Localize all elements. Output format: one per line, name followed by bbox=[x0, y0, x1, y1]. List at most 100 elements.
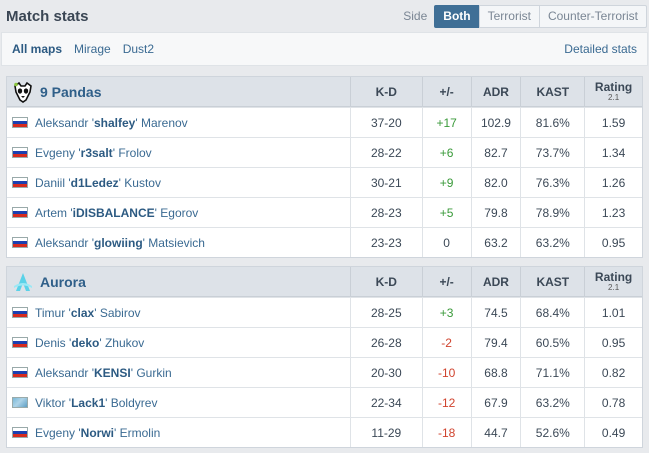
adr-cell: 79.4 bbox=[470, 328, 521, 357]
adr-cell: 63.2 bbox=[470, 228, 521, 257]
player-name-link[interactable]: Aleksandr 'KENSI' Gurkin bbox=[35, 366, 172, 380]
player-nickname: clax bbox=[70, 305, 95, 320]
russia-flag-icon bbox=[12, 117, 28, 128]
kd-cell: 28-25 bbox=[349, 298, 422, 327]
team-header-row: Aurora K-D +/- ADR KAST Rating 2.1 bbox=[7, 267, 642, 297]
plus-minus-cell: +9 bbox=[421, 168, 471, 197]
rating-header: Rating 2.1 bbox=[584, 77, 642, 106]
player-name-link[interactable]: Artem 'iDISBALANCE' Egorov bbox=[35, 206, 198, 220]
player-last-name: ' Frolov bbox=[112, 145, 152, 160]
table-row: Evgeny 'r3salt' Frolov 28-22 +6 82.7 73.7% 1.… bbox=[7, 137, 642, 167]
adr-cell: 44.7 bbox=[470, 418, 521, 447]
player-last-name: ' Kustov bbox=[118, 175, 161, 190]
adr-cell: 82.0 bbox=[470, 168, 521, 197]
rating-cell: 1.59 bbox=[584, 108, 642, 137]
adr-cell: 68.8 bbox=[470, 358, 521, 387]
kd-header: K-D bbox=[349, 77, 422, 106]
player-first-name: Aleksandr ' bbox=[35, 365, 94, 380]
player-last-name: ' Marenov bbox=[135, 115, 188, 130]
adr-cell: 79.8 bbox=[470, 198, 521, 227]
player-first-name: Daniil ' bbox=[35, 175, 71, 190]
rating-header-label: Rating bbox=[594, 80, 633, 94]
map-all-maps-link[interactable]: All maps bbox=[12, 42, 63, 56]
player-cell: Aleksandr 'KENSI' Gurkin bbox=[7, 358, 350, 387]
player-first-name: Evgeny ' bbox=[35, 145, 81, 160]
kast-cell: 78.9% bbox=[520, 198, 584, 227]
player-cell: Viktor 'Lack1' Boldyrev bbox=[7, 388, 350, 417]
plus-minus-cell: -12 bbox=[421, 388, 471, 417]
page-title: Match stats bbox=[6, 7, 89, 25]
player-first-name: Timur ' bbox=[35, 305, 71, 320]
player-last-name: ' Ermolin bbox=[114, 425, 161, 440]
player-name-link[interactable]: Aleksandr 'shalfey' Marenov bbox=[35, 116, 188, 130]
plus-minus-header: +/- bbox=[421, 77, 471, 106]
russia-flag-icon bbox=[12, 337, 28, 348]
adr-cell: 74.5 bbox=[470, 298, 521, 327]
kd-cell: 28-23 bbox=[349, 198, 422, 227]
player-first-name: Denis ' bbox=[35, 335, 72, 350]
kazakhstan-flag-icon bbox=[12, 397, 28, 408]
player-cell: Timur 'clax' Sabirov bbox=[7, 298, 350, 327]
player-cell: Denis 'deko' Zhukov bbox=[7, 328, 350, 357]
kd-header: K-D bbox=[349, 267, 422, 296]
rating-cell: 0.49 bbox=[584, 418, 642, 447]
side-ct-button[interactable]: Counter-Terrorist bbox=[538, 4, 647, 28]
team-stats-table: 9 Pandas K-D +/- ADR KAST Rating 2.1 Ale… bbox=[6, 76, 643, 258]
plus-minus-header: +/- bbox=[421, 267, 471, 296]
plus-minus-cell: -18 bbox=[421, 418, 471, 447]
rating-version-label: 2.1 bbox=[608, 283, 620, 292]
team-header-row: 9 Pandas K-D +/- ADR KAST Rating 2.1 bbox=[7, 77, 642, 107]
rating-header-label: Rating bbox=[594, 270, 633, 284]
player-nickname: r3salt bbox=[80, 145, 113, 160]
player-name-link[interactable]: Evgeny 'r3salt' Frolov bbox=[35, 146, 152, 160]
table-row: Daniil 'd1Ledez' Kustov 30-21 +9 82.0 76.3% 1… bbox=[7, 167, 642, 197]
player-cell: Evgeny 'Norwi' Ermolin bbox=[7, 418, 350, 447]
map-filter-bar: All maps Mirage Dust2 Detailed stats bbox=[1, 32, 648, 66]
detailed-stats-link[interactable]: Detailed stats bbox=[564, 42, 637, 56]
player-last-name: ' Sabirov bbox=[94, 305, 141, 320]
team-name[interactable]: 9 Pandas bbox=[40, 83, 102, 100]
kast-header: KAST bbox=[520, 77, 584, 106]
kast-cell: 68.4% bbox=[520, 298, 584, 327]
plus-minus-cell: -10 bbox=[421, 358, 471, 387]
table-row: Evgeny 'Norwi' Ermolin 11-29 -18 44.7 52.6% 0… bbox=[7, 417, 642, 447]
player-name-link[interactable]: Aleksandr 'glowiing' Matsievich bbox=[35, 236, 205, 250]
plus-minus-cell: +6 bbox=[421, 138, 471, 167]
kd-cell: 28-22 bbox=[349, 138, 422, 167]
panda-logo-icon bbox=[12, 81, 34, 103]
russia-flag-icon bbox=[12, 147, 28, 158]
player-cell: Evgeny 'r3salt' Frolov bbox=[7, 138, 350, 167]
player-name-link[interactable]: Timur 'clax' Sabirov bbox=[35, 306, 141, 320]
player-last-name: ' Zhukov bbox=[99, 335, 145, 350]
side-both-button[interactable]: Both bbox=[434, 4, 480, 28]
player-name-link[interactable]: Viktor 'Lack1' Boldyrev bbox=[35, 396, 157, 410]
team-name[interactable]: Aurora bbox=[40, 273, 86, 290]
player-name-link[interactable]: Daniil 'd1Ledez' Kustov bbox=[35, 176, 161, 190]
player-nickname: Norwi bbox=[80, 425, 114, 440]
player-name-link[interactable]: Evgeny 'Norwi' Ermolin bbox=[35, 426, 160, 440]
plus-minus-cell: +5 bbox=[421, 198, 471, 227]
player-name-link[interactable]: Denis 'deko' Zhukov bbox=[35, 336, 144, 350]
adr-cell: 102.9 bbox=[470, 108, 521, 137]
map-mirage-link[interactable]: Mirage bbox=[74, 42, 111, 56]
player-rows: Aleksandr 'shalfey' Marenov 37-20 +17 102.9… bbox=[7, 107, 642, 257]
table-row: Viktor 'Lack1' Boldyrev 22-34 -12 67.9 63.2%… bbox=[7, 387, 642, 417]
rating-cell: 1.34 bbox=[584, 138, 642, 167]
table-row: Aleksandr 'glowiing' Matsievich 23-23 0 63.… bbox=[7, 227, 642, 257]
kd-cell: 11-29 bbox=[349, 418, 422, 447]
rating-version-label: 2.1 bbox=[608, 93, 620, 102]
team-name-cell: Aurora bbox=[7, 267, 350, 296]
match-stats-header: Match stats Side Both Terrorist Counter-… bbox=[0, 0, 649, 32]
player-last-name: ' Gurkin bbox=[130, 365, 172, 380]
kast-cell: 81.6% bbox=[520, 108, 584, 137]
russia-flag-icon bbox=[12, 237, 28, 248]
kast-cell: 63.2% bbox=[520, 388, 584, 417]
player-cell: Daniil 'd1Ledez' Kustov bbox=[7, 168, 350, 197]
kd-cell: 30-21 bbox=[349, 168, 422, 197]
map-dust2-link[interactable]: Dust2 bbox=[122, 42, 155, 56]
rating-cell: 0.95 bbox=[584, 228, 642, 257]
side-terrorist-button[interactable]: Terrorist bbox=[478, 4, 540, 28]
kast-cell: 63.2% bbox=[520, 228, 584, 257]
russia-flag-icon bbox=[12, 427, 28, 438]
side-label: Side bbox=[403, 9, 428, 23]
